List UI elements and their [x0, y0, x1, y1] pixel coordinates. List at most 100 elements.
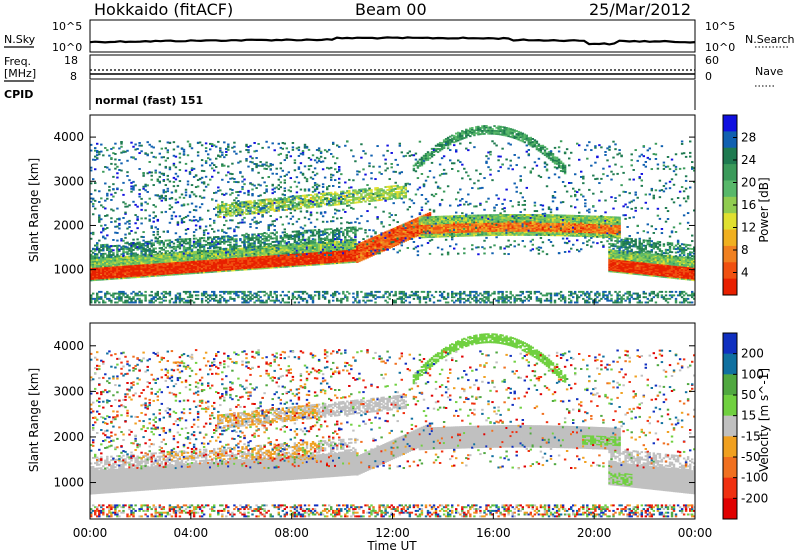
power-cell [247, 294, 250, 297]
power-cell [116, 218, 119, 221]
power-cell [209, 269, 212, 272]
power-cell [229, 241, 232, 244]
power-cell [168, 272, 172, 275]
power-cell [283, 194, 287, 197]
power-cell [217, 242, 220, 245]
power-cell [342, 240, 345, 243]
power-cell [100, 296, 103, 299]
power-cell [140, 246, 143, 249]
power-cell [255, 299, 258, 302]
power-cell [227, 145, 230, 148]
power-cell [188, 261, 192, 264]
power-cell [328, 262, 331, 265]
power-cell [299, 207, 303, 210]
power-cell [213, 219, 216, 222]
power-cell [241, 252, 244, 255]
power-cell [297, 264, 301, 267]
power-cell [184, 290, 188, 293]
power-cell [281, 198, 285, 201]
beam-label: Beam 00 [355, 0, 427, 19]
power-cell [279, 301, 283, 304]
power-cell [261, 209, 264, 212]
power-cell [213, 192, 216, 194]
power-cell [166, 141, 170, 144]
power-cell [273, 201, 276, 204]
power-cell [178, 266, 182, 269]
power-cell [217, 241, 220, 244]
power-cell [215, 157, 218, 160]
power-cell [313, 202, 317, 205]
power-cell [118, 296, 121, 299]
power-cell [289, 262, 293, 265]
power-cell [229, 204, 232, 206]
power-cell [251, 253, 254, 256]
power-cell [326, 262, 329, 265]
power-cell [249, 258, 252, 261]
power-cell [332, 249, 335, 252]
power-cell [267, 260, 270, 263]
power-cell [311, 297, 315, 300]
power-cell [311, 251, 315, 254]
power-cell [344, 241, 347, 244]
power-cell [164, 190, 168, 193]
power-cell [148, 259, 151, 262]
power-cell [233, 180, 236, 183]
power-cell [273, 244, 276, 247]
power-cell [251, 238, 254, 241]
power-cell [259, 236, 262, 239]
power-cell [160, 156, 164, 159]
power-cell [265, 188, 268, 191]
power-cell [332, 255, 335, 258]
power-cell [196, 248, 200, 251]
power-cell [346, 260, 349, 263]
power-cell [245, 261, 248, 264]
power-cell [132, 276, 135, 279]
power-cell [315, 252, 319, 255]
power-cell [344, 251, 347, 253]
power-cell [176, 238, 180, 241]
power-cell [150, 267, 153, 270]
power-cell [102, 260, 105, 262]
power-cell [271, 199, 274, 202]
power-cell [281, 250, 285, 252]
power-cell [221, 154, 224, 157]
power-cell [233, 240, 236, 243]
power-cell [239, 202, 242, 205]
power-cell [319, 200, 323, 203]
power-cell [144, 209, 147, 212]
power-cell [114, 265, 117, 268]
power-cell [130, 185, 133, 188]
power-cell [283, 187, 287, 190]
power-cell [313, 259, 317, 262]
power-cell [126, 258, 129, 261]
power-cell [338, 177, 341, 180]
power-cell [309, 264, 313, 266]
power-cell [281, 240, 285, 243]
power-cell [295, 147, 299, 150]
power-cell [168, 251, 172, 254]
power-cell [207, 301, 210, 304]
power-cell [289, 265, 293, 268]
power-cell [110, 267, 113, 270]
power-cell [122, 258, 125, 261]
power-cell [186, 255, 190, 258]
power-cell [311, 245, 315, 248]
power-cell [267, 225, 270, 228]
power-cell [279, 235, 283, 238]
power-cell [217, 249, 220, 252]
power-cell [219, 265, 222, 267]
power-cell [98, 266, 101, 269]
power-cell [192, 268, 196, 271]
power-cell [267, 266, 270, 269]
power-cell [215, 246, 218, 249]
power-cell [257, 297, 260, 300]
power-cell [174, 257, 178, 260]
power-cell [182, 301, 186, 304]
power-cell [305, 246, 309, 249]
power-cell [116, 268, 119, 271]
power-cell [251, 246, 254, 248]
power-cell [209, 257, 212, 260]
power-cell [344, 244, 347, 247]
power-cell [344, 144, 347, 147]
power-cell [136, 253, 139, 256]
